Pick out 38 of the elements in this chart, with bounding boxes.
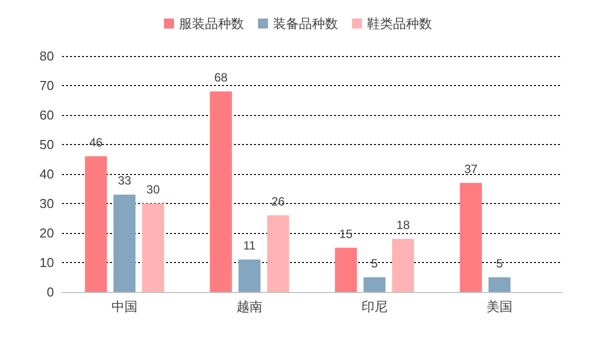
y-tick-label: 60 (40, 108, 54, 122)
y-tick-label: 30 (40, 196, 54, 211)
legend-label: 鞋类品种数 (367, 16, 432, 31)
data-label: 11 (243, 238, 256, 253)
bar (364, 277, 386, 292)
bar (114, 194, 136, 292)
y-tick-label: 10 (40, 255, 54, 270)
bar (84, 156, 107, 292)
legend-label: 装备品种数 (273, 16, 338, 31)
bar (488, 277, 510, 292)
bar (142, 204, 164, 292)
data-label: 46 (89, 135, 103, 150)
data-label: 33 (118, 174, 132, 188)
data-label: 5 (371, 256, 378, 270)
data-label: 68 (214, 70, 228, 84)
bar (210, 91, 232, 292)
x-tick-label: 印尼 (362, 299, 388, 314)
x-tick-label: 越南 (236, 299, 262, 314)
data-label: 26 (271, 194, 286, 208)
data-label: 15 (339, 226, 353, 241)
x-tick-label: 中国 (112, 299, 138, 314)
y-tick-label: 40 (40, 166, 54, 182)
data-label: 30 (146, 182, 160, 196)
y-tick-label: 80 (40, 48, 54, 64)
y-tick-label: 0 (46, 284, 54, 300)
legend-label: 服装品种数 (179, 16, 244, 31)
data-label: 5 (496, 256, 504, 270)
bar (267, 215, 290, 292)
data-label: 37 (464, 162, 478, 176)
y-tick-label: 50 (40, 137, 54, 152)
bar (460, 182, 482, 292)
y-tick-label: 70 (40, 78, 54, 93)
bar (392, 238, 414, 292)
bar (334, 248, 357, 292)
y-tick-label: 20 (40, 226, 54, 240)
bar (238, 260, 260, 292)
data-label: 18 (396, 218, 410, 232)
x-tick-label: 美国 (486, 299, 512, 314)
